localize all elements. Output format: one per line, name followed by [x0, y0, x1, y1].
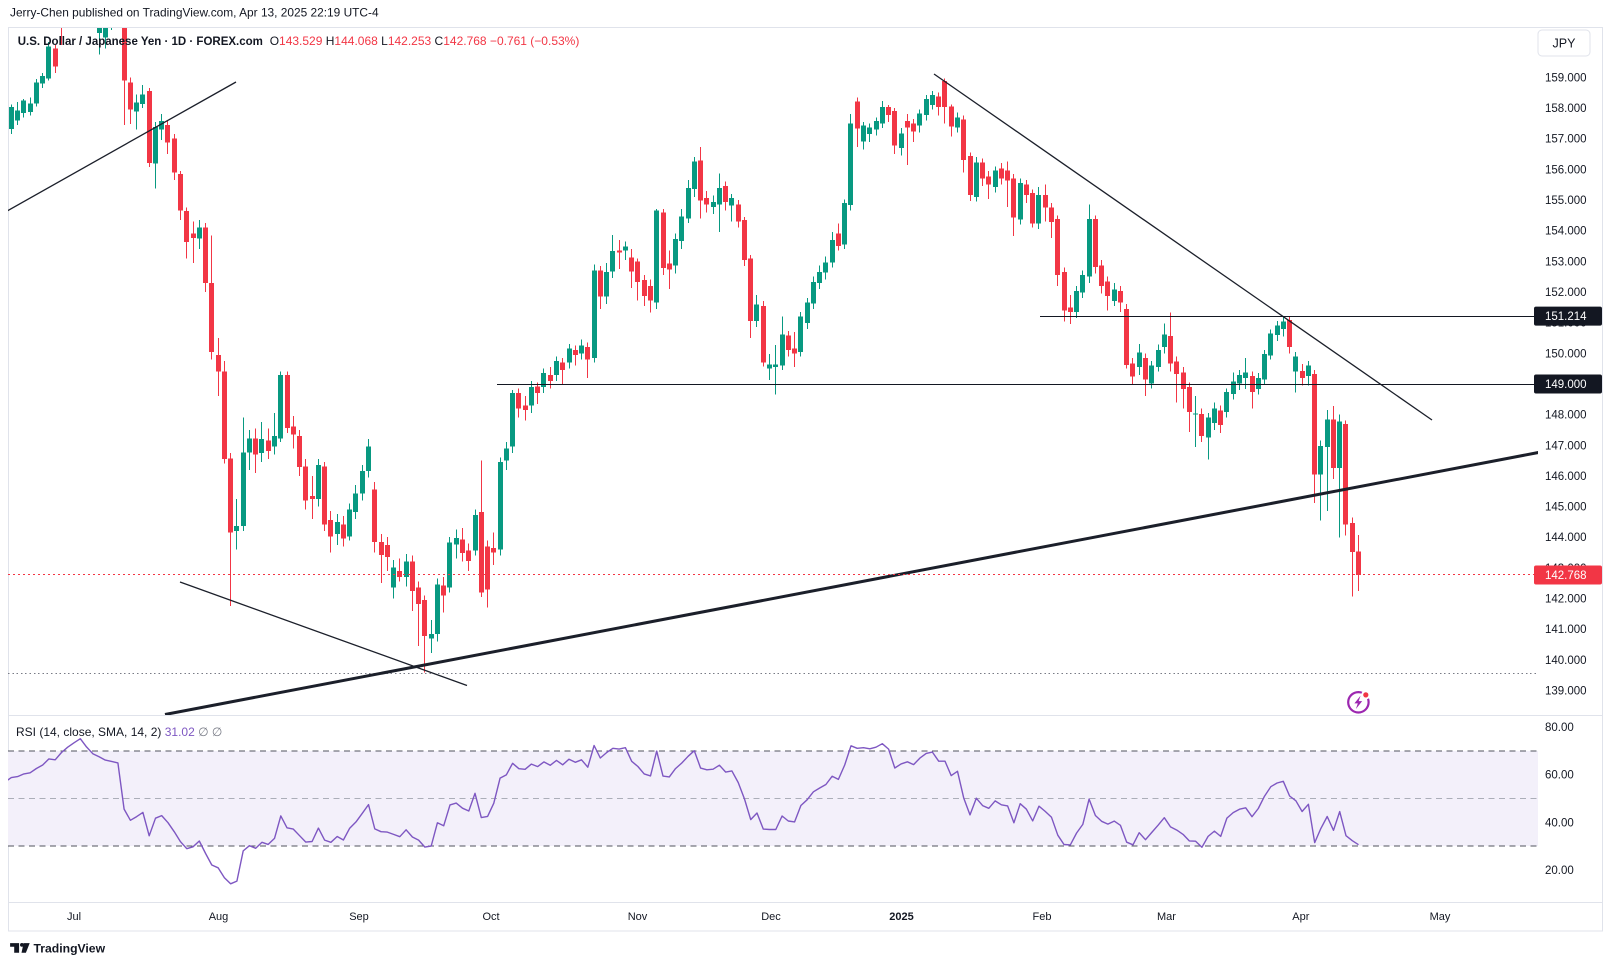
svg-text:142.000: 142.000	[1545, 594, 1587, 606]
svg-text:Mar: Mar	[1157, 911, 1176, 923]
svg-text:Oct: Oct	[482, 911, 499, 923]
svg-text:151.214: 151.214	[1545, 311, 1587, 323]
svg-text:150.000: 150.000	[1545, 348, 1587, 360]
svg-text:U.S. Dollar / Japanese Yen · 1: U.S. Dollar / Japanese Yen · 1D · FOREX.…	[18, 36, 263, 48]
svg-text:158.000: 158.000	[1545, 103, 1587, 115]
svg-text:RSI (14, close, SMA, 14, 2) 31: RSI (14, close, SMA, 14, 2) 31.02 ∅ ∅	[16, 725, 222, 739]
svg-text:Jul: Jul	[67, 911, 81, 923]
svg-text:O143.529 H144.068 L142.253 C14: O143.529 H144.068 L142.253 C142.768 −0.7…	[270, 34, 580, 48]
svg-text:146.000: 146.000	[1545, 471, 1587, 483]
svg-text:60.00: 60.00	[1545, 770, 1574, 782]
svg-text:Aug: Aug	[209, 911, 229, 923]
svg-text:80.00: 80.00	[1545, 722, 1574, 734]
svg-text:JPY: JPY	[1553, 37, 1577, 51]
svg-text:May: May	[1430, 911, 1451, 923]
svg-text:154.000: 154.000	[1545, 226, 1587, 238]
svg-text:147.000: 147.000	[1545, 440, 1587, 452]
svg-text:148.000: 148.000	[1545, 410, 1587, 422]
svg-text:139.000: 139.000	[1545, 686, 1587, 698]
svg-text:145.000: 145.000	[1545, 502, 1587, 514]
svg-text:TradingView: TradingView	[34, 942, 106, 956]
svg-text:Apr: Apr	[1292, 911, 1309, 923]
svg-text:Feb: Feb	[1033, 911, 1052, 923]
svg-text:2025: 2025	[889, 911, 913, 923]
svg-text:141.000: 141.000	[1545, 624, 1587, 636]
svg-text:142.768: 142.768	[1545, 570, 1587, 582]
svg-text:Dec: Dec	[761, 911, 781, 923]
svg-text:140.000: 140.000	[1545, 655, 1587, 667]
svg-text:149.000: 149.000	[1545, 379, 1587, 391]
svg-text:144.000: 144.000	[1545, 532, 1587, 544]
svg-text:40.00: 40.00	[1545, 817, 1574, 829]
svg-text:155.000: 155.000	[1545, 195, 1587, 207]
svg-text:Jerry-Chen published on Tradin: Jerry-Chen published on TradingView.com,…	[10, 6, 379, 20]
svg-text:159.000: 159.000	[1545, 72, 1587, 84]
svg-text:152.000: 152.000	[1545, 287, 1587, 299]
svg-text:156.000: 156.000	[1545, 164, 1587, 176]
svg-text:Nov: Nov	[628, 911, 648, 923]
svg-text:Sep: Sep	[349, 911, 369, 923]
svg-text:153.000: 153.000	[1545, 256, 1587, 268]
svg-text:20.00: 20.00	[1545, 865, 1574, 877]
svg-text:157.000: 157.000	[1545, 134, 1587, 146]
